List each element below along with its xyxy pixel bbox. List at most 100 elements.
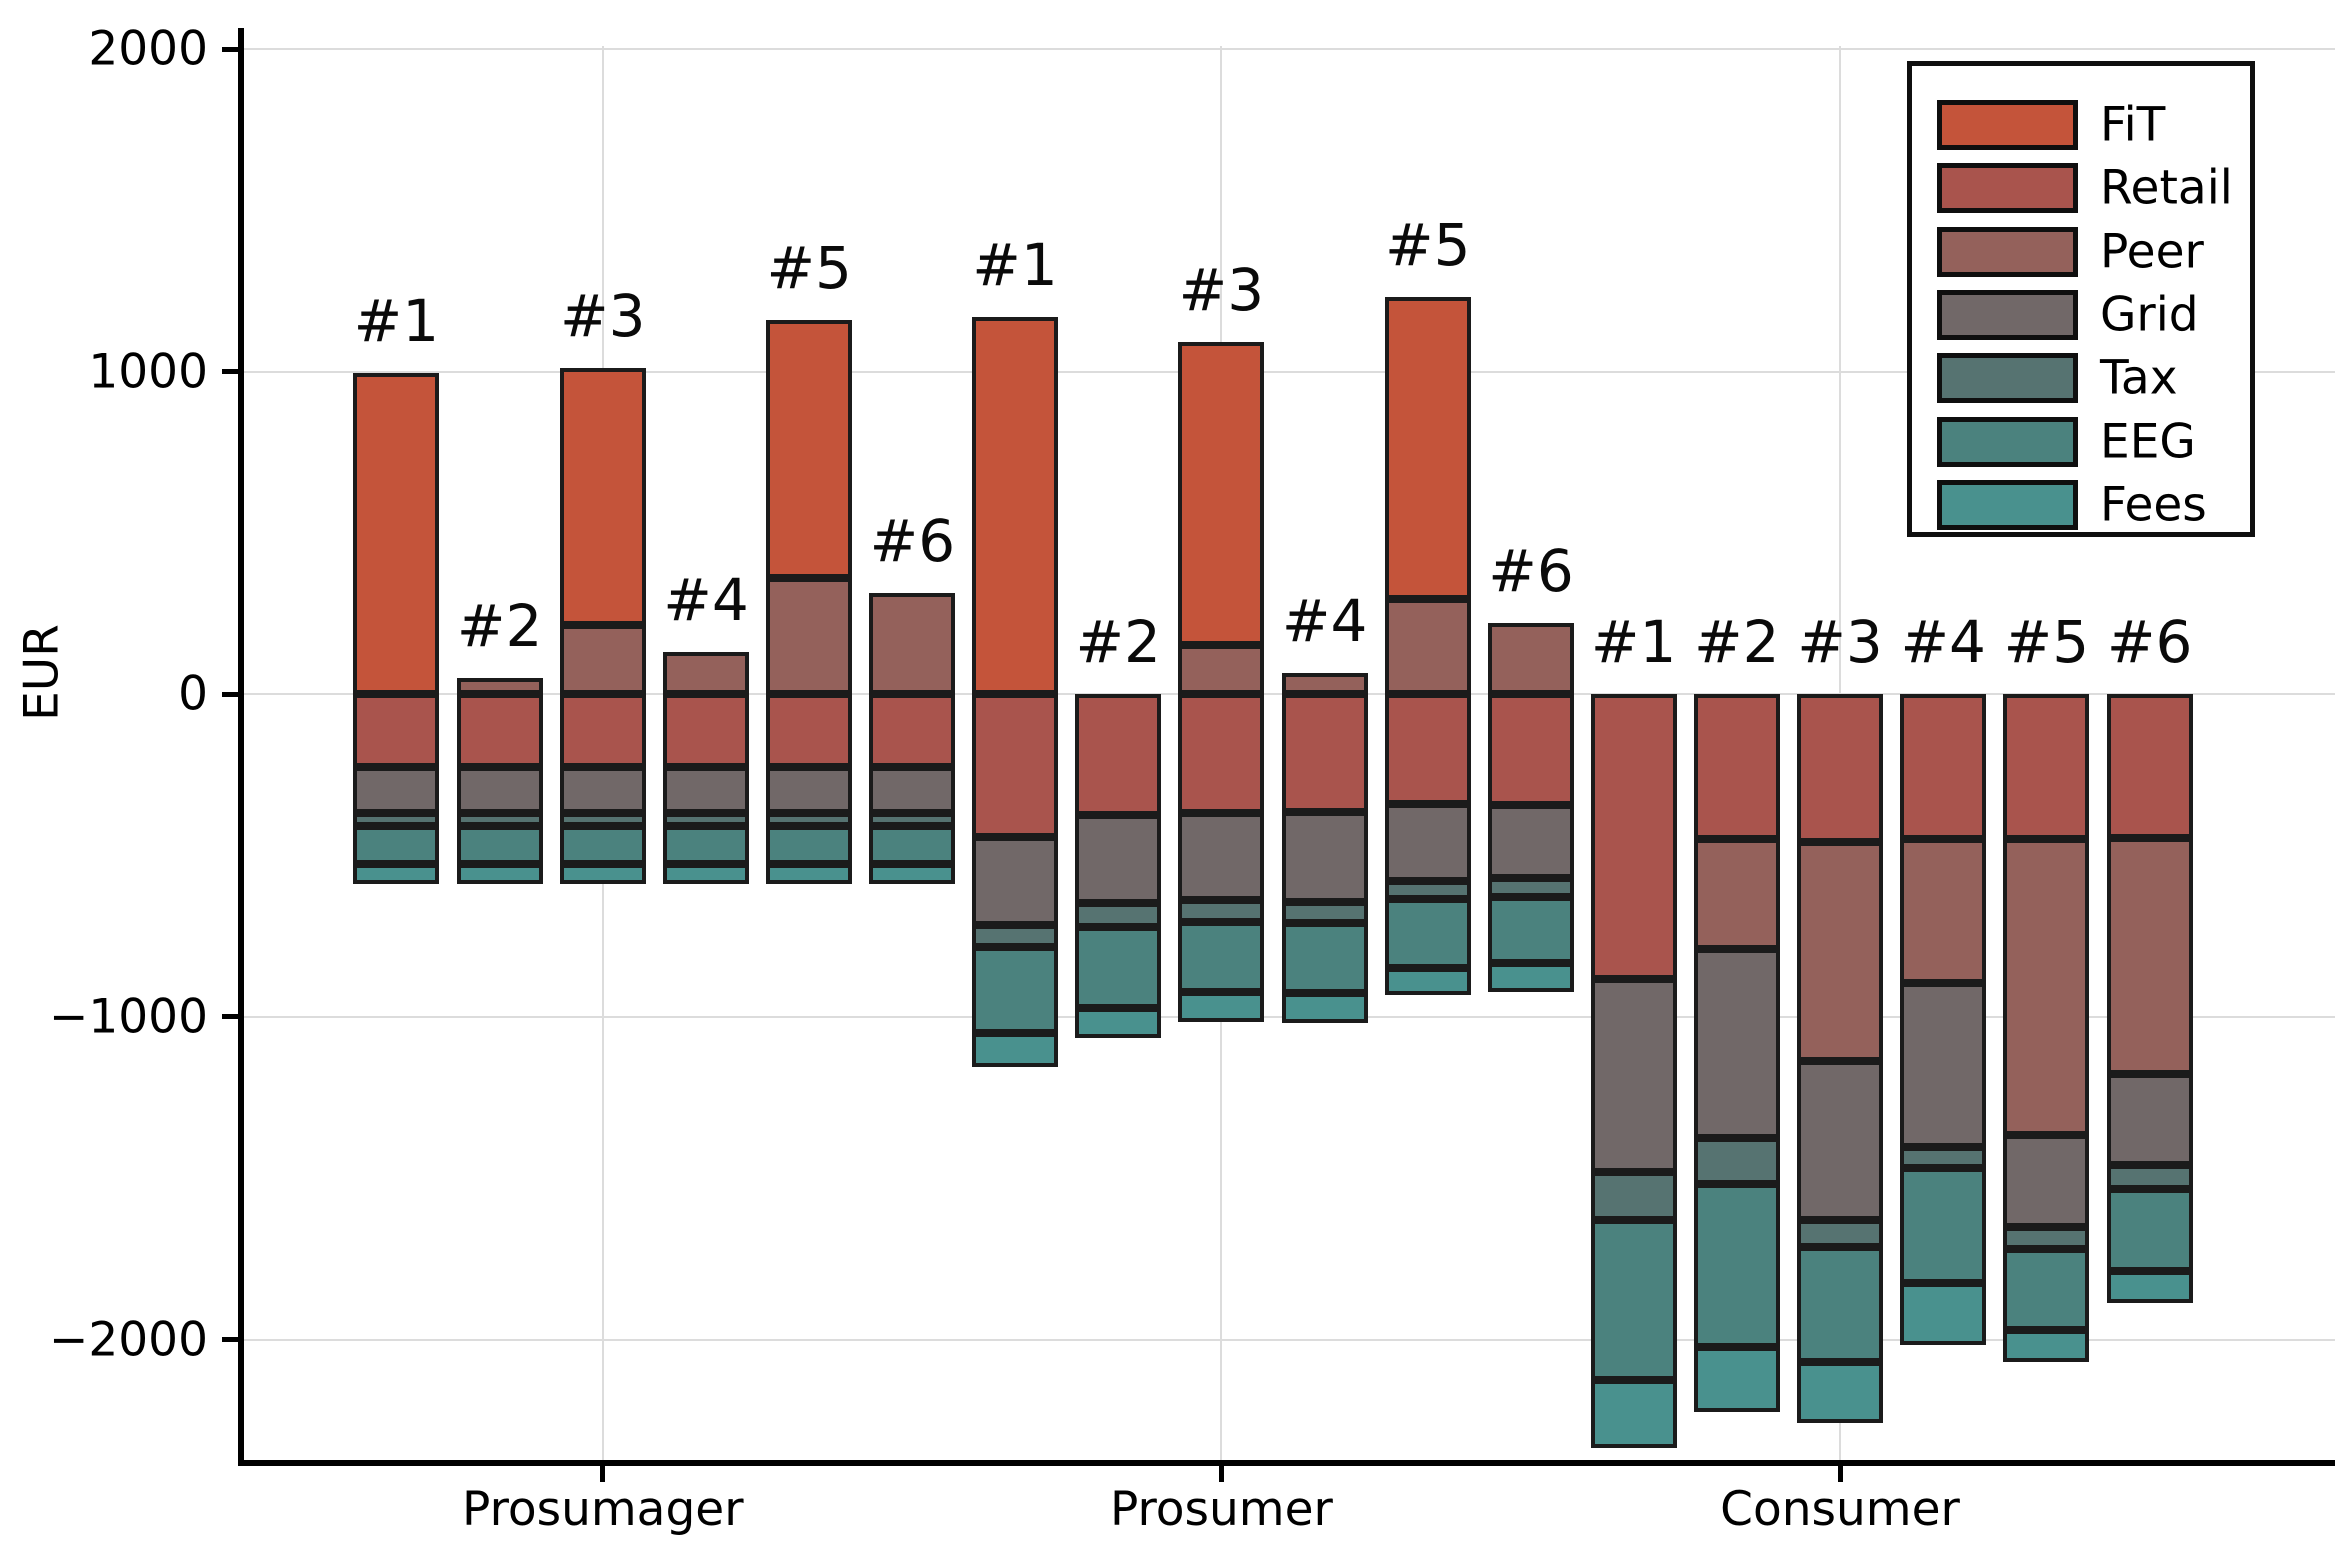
bar-segment-grid [1693,948,1780,1139]
bar-segment-fees [1178,991,1265,1022]
bar-segment-retail [1797,694,1883,842]
bar-segment-tax [869,813,956,827]
bar-segment-peer [1281,673,1368,695]
bar-segment-fees [1281,993,1368,1024]
bar-segment-grid [1488,804,1574,879]
bar-segment-retail [663,694,749,767]
bar-segment-peer [456,678,543,695]
bar-segment-retail [1178,694,1265,814]
x-group-label: Prosumer [1109,1482,1333,1537]
bar-segment-retail [869,694,956,767]
legend-swatch-peer [1937,226,2078,277]
bar-segment-tax [353,813,440,827]
x-tick-mark [600,1466,606,1482]
legend-label-eeg: EEG [2100,414,2196,469]
bar-segment-peer [869,593,956,695]
bar-segment-fit [559,368,646,625]
bar-segment-tax [559,813,646,827]
bar-segment-fees [1900,1283,1987,1346]
bar-segment-peer [1900,839,1987,984]
bar-segment-retail [559,694,646,767]
bar-segment-fees [869,864,956,884]
legend-swatch-fees [1937,479,2078,530]
bar-segment-fees [1075,1008,1162,1039]
bar-segment-retail [1590,694,1677,979]
bar-segment-tax [2003,1226,2090,1250]
bar-segment-peer [1384,599,1471,695]
bar-segment-fit [1384,296,1471,600]
bar-segment-retail [1900,694,1987,840]
bar-label: #3 [1178,255,1265,324]
y-axis-spine [238,28,244,1466]
legend-label-fees: Fees [2100,477,2207,533]
bar-segment-retail [353,694,440,767]
bar-segment-eeg [1281,923,1368,994]
bar-segment-grid [663,766,749,814]
bar-segment-peer [2003,839,2090,1135]
y-tick-mark [222,1014,238,1020]
h-gridline [240,1338,2335,1341]
bar-segment-eeg [353,826,440,865]
bar-segment-eeg [1900,1168,1987,1284]
bar-segment-grid [1075,814,1162,904]
bar-segment-eeg [559,826,646,865]
bar-segment-fees [456,864,543,884]
bar-segment-grid [1590,978,1677,1172]
bar-segment-tax [2106,1165,2193,1190]
y-axis-title: EUR [14,624,70,721]
bar-segment-eeg [1693,1184,1780,1347]
bar-label: #6 [1488,536,1574,605]
bar-segment-eeg [1590,1220,1677,1381]
y-tick-label: 2000 [88,21,208,77]
bar-label: #1 [353,287,440,356]
bar-segment-retail [1281,694,1368,812]
bar-segment-tax [1281,901,1368,924]
bar-segment-fees [1488,963,1574,992]
legend-label-fit: FiT [2100,97,2166,153]
bar-segment-retail [1075,694,1162,815]
bar-segment-peer [1693,839,1780,949]
bar-segment-retail [972,694,1058,837]
legend-swatch-fit [1937,100,2078,150]
bar-segment-peer [1488,622,1574,695]
bar-segment-retail [2003,694,2090,840]
bar-segment-tax [1075,903,1162,927]
bar-segment-eeg [1488,896,1574,964]
bar-segment-fees [1693,1346,1780,1412]
y-tick-mark [222,369,238,375]
bar-label: #1 [1590,608,1677,677]
bar-segment-eeg [1075,926,1162,1009]
y-tick-label: 1000 [88,344,208,400]
legend: FiT Retail Peer Grid Tax EEG Fees [1907,61,2255,537]
bar-segment-grid [869,766,956,814]
bar-segment-tax [1590,1171,1677,1221]
bar-segment-grid [2003,1135,2090,1227]
bar-segment-eeg [663,826,749,865]
bar-segment-retail [456,694,543,767]
bar-label: #6 [869,507,956,576]
h-gridline [240,48,2335,51]
bar-label: #5 [2003,608,2090,677]
bar-segment-grid [1178,813,1265,901]
bar-label: #2 [1694,608,1780,677]
bar-segment-grid [1281,811,1368,902]
bar-segment-peer [1178,644,1265,695]
bar-segment-fees [2106,1271,2193,1304]
bar-segment-fees [559,864,646,884]
bar-label: #6 [2106,608,2193,677]
y-tick-label: 0 [178,666,208,722]
bar-label: #5 [766,234,852,303]
bar-segment-retail [1488,694,1574,805]
bar-segment-eeg [1384,899,1471,968]
bar-segment-grid [559,766,646,814]
bar-label: #2 [456,592,543,661]
bar-segment-eeg [766,826,853,865]
y-tick-mark [222,1337,238,1343]
bar-segment-fees [2003,1329,2090,1362]
bar-segment-peer [559,624,646,695]
h-gridline [240,370,2335,373]
bar-segment-grid [972,836,1058,925]
bar-segment-tax [1693,1138,1780,1185]
y-tick-mark [222,691,238,697]
